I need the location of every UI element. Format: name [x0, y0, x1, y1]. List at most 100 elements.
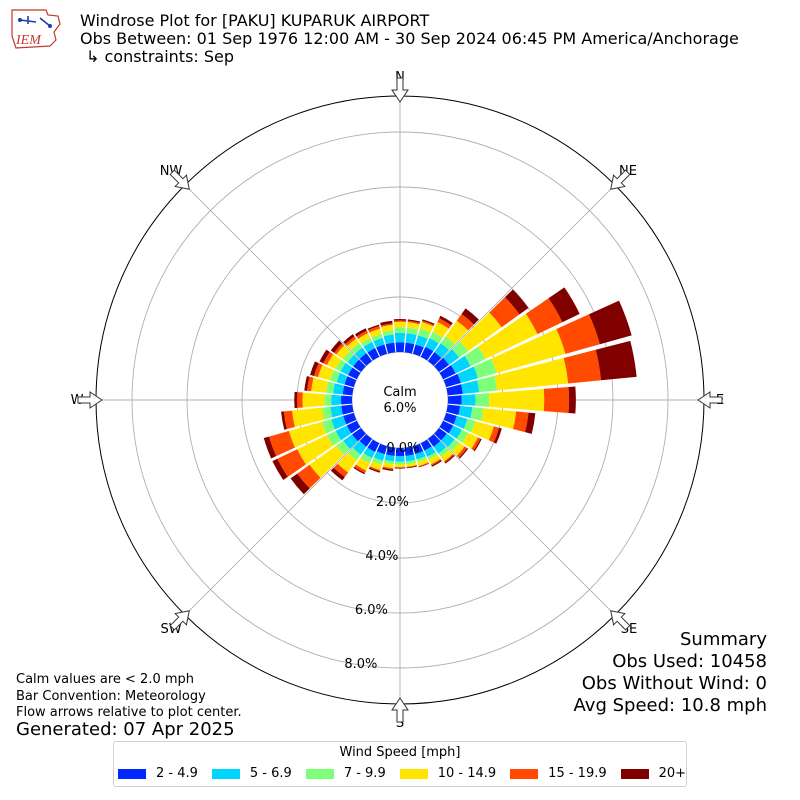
windrose-bar-segment — [418, 328, 431, 339]
grid-spoke — [184, 184, 367, 367]
windrose-bar-segment — [434, 427, 447, 441]
grid-ring — [131, 131, 669, 669]
flow-arrow-icon — [610, 610, 631, 631]
grid-spoke — [433, 433, 616, 616]
windrose-bar-segment — [346, 420, 361, 434]
windrose-bar-segment — [382, 466, 394, 470]
windrose-bar-segment — [363, 447, 376, 459]
windrose-bar-segment — [481, 408, 517, 430]
windrose-bar-segment — [415, 335, 428, 348]
legend-label: 5 - 6.9 — [249, 766, 292, 781]
windrose-bar-segment — [319, 349, 330, 364]
windrose-bar-segment — [563, 349, 602, 384]
windrose-bar-segment — [324, 394, 332, 406]
windrose-bar-segment — [331, 415, 347, 430]
windrose-bar-segment — [343, 434, 358, 449]
windrose-bar-segment — [448, 439, 460, 451]
calm-label: Calm — [383, 385, 416, 400]
windrose-bar-segment — [505, 289, 529, 315]
windrose-bar-segment — [415, 451, 426, 460]
windrose-bar-segment — [407, 320, 420, 325]
windrose-bar-segment — [330, 405, 343, 418]
windrose-bar-segment — [406, 462, 417, 467]
windrose-bar-segment — [446, 404, 461, 416]
windrose-bar-segment — [443, 373, 461, 388]
windrose-bar-segment — [433, 441, 447, 454]
legend-item: 10 - 14.9 — [399, 766, 496, 781]
windrose-bar-segment — [367, 348, 380, 361]
windrose-bar-segment — [441, 433, 455, 448]
summary-avg-speed: Avg Speed: 10.8 mph — [573, 695, 767, 716]
windrose-bar-segment — [443, 412, 457, 425]
windrose-bar-segment — [424, 446, 436, 457]
windrose-bar-segment — [314, 363, 323, 378]
windrose-bar-segment — [330, 340, 343, 353]
windrose-bar-segment — [344, 376, 357, 388]
windrose-bar-segment — [353, 466, 366, 475]
windrose-bar-segment — [382, 462, 394, 469]
radial-tick-label: 4.0% — [365, 549, 398, 564]
windrose-bar-segment — [373, 451, 385, 461]
windrose-bar-segment — [311, 377, 329, 393]
windrose-bar-segment — [439, 315, 453, 326]
windrose-bar-segment — [281, 411, 287, 430]
windrose-bar-segment — [463, 418, 476, 433]
windrose-bar-segment — [384, 454, 395, 462]
windrose-bar-segment — [393, 320, 407, 322]
windrose-bar-segment — [417, 458, 429, 467]
flow-arrow-icon — [610, 169, 631, 190]
chart-subtitle: Obs Between: 01 Sep 1976 12:00 AM - 30 S… — [80, 29, 739, 48]
windrose-bar-segment — [543, 387, 569, 413]
windrose-bar-segment — [428, 454, 441, 465]
windrose-bar-segment — [367, 439, 380, 452]
windrose-bar-segment — [326, 430, 342, 446]
legend-label: 7 - 9.9 — [343, 766, 386, 781]
legend-item: 5 - 6.9 — [211, 766, 292, 781]
windrose-bar-segment — [418, 463, 429, 468]
windrose-bar-segment — [329, 369, 341, 383]
windrose-bar-segment — [456, 429, 469, 443]
windrose-bar-segment — [445, 320, 469, 345]
windrose-bar-segment — [351, 343, 363, 354]
windrose-bar-segment — [272, 458, 288, 480]
windrose-bar-segment — [326, 381, 335, 394]
windrose-bar-segment — [404, 342, 415, 354]
windrose-bar-segment — [356, 330, 368, 339]
windrose-bar-segment — [383, 459, 394, 465]
windrose-bar-segment — [451, 341, 469, 358]
windrose-bar-segment — [427, 434, 441, 447]
windrose-bar-segment — [406, 465, 417, 468]
windrose-bar-segment — [459, 312, 502, 352]
legend-label: 15 - 19.9 — [548, 766, 607, 781]
windrose-bar-segment — [443, 453, 454, 463]
legend-title: Wind Speed [mph] — [339, 745, 461, 760]
windrose-bar-segment — [412, 344, 424, 357]
windrose-bar-segment — [343, 412, 357, 425]
windrose-bar-segment — [422, 319, 435, 325]
windrose-bar-segment — [595, 340, 637, 381]
windrose-bar-segment — [446, 384, 463, 396]
windrose-bar-segment — [358, 333, 371, 344]
windrose-bar-segment — [458, 405, 473, 419]
iem-logo: IEM — [11, 9, 61, 49]
flow-arrow-icon — [391, 77, 409, 103]
windrose-bar-segment — [434, 343, 449, 358]
windrose-bar-segment — [404, 446, 414, 456]
calm-note: Calm values are < 2.0 mph — [16, 672, 195, 687]
windrose-bar-segment — [395, 342, 405, 353]
windrose-bar-segment — [419, 321, 434, 333]
windrose-bar-segment — [367, 324, 380, 330]
legend-label: 20+ — [658, 766, 687, 781]
windrose-bar-segment — [556, 314, 600, 354]
windrose-bar-segment — [407, 322, 420, 330]
windrose-bar-segment — [307, 376, 314, 392]
legend-swatch — [211, 768, 240, 779]
windrose-bar-segment — [438, 447, 449, 457]
windrose-bar-segment — [336, 372, 348, 385]
radial-tick-label: 6.0% — [355, 603, 388, 618]
windrose-bar-segment — [330, 467, 345, 481]
flow-arrow-icon — [77, 391, 103, 409]
windrose-bar-segment — [353, 359, 366, 373]
windrose-bar-segment — [343, 334, 355, 345]
windrose-bar-segment — [448, 425, 462, 439]
